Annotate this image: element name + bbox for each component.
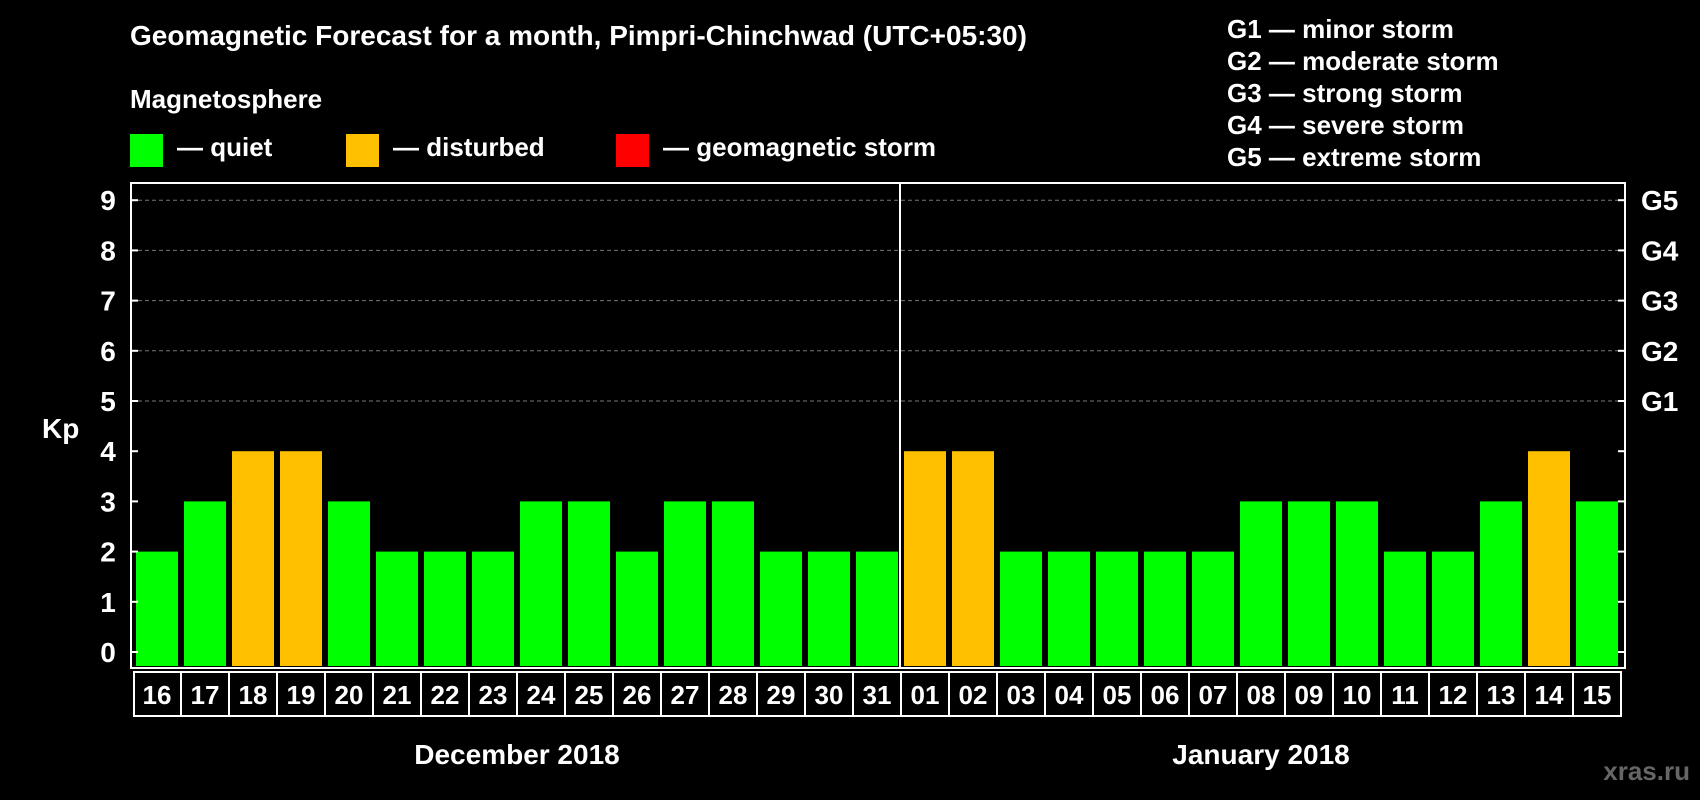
y-tick-label-8: 8 <box>100 235 116 266</box>
bar-18 <box>232 451 274 666</box>
x-tick-label-10: 10 <box>1343 680 1372 710</box>
bar-05 <box>1096 551 1138 666</box>
bar-08 <box>1240 501 1282 666</box>
x-tick-label-11: 11 <box>1391 680 1419 710</box>
plot-frame <box>130 182 1626 669</box>
bar-03 <box>1000 551 1042 666</box>
y-tick-label-9: 9 <box>100 185 116 216</box>
legend-label-storm: — geomagnetic storm <box>663 132 937 162</box>
x-tick-label-09: 09 <box>1295 680 1324 710</box>
bar-31 <box>856 551 898 666</box>
bar-06 <box>1144 551 1186 666</box>
month-label-1: January 2018 <box>1172 739 1349 770</box>
category-label-frame <box>133 671 1622 717</box>
bar-13 <box>1480 501 1522 666</box>
bar-16 <box>136 551 178 666</box>
watermark: xras.ru <box>1603 756 1690 786</box>
x-tick-label-13: 13 <box>1487 680 1516 710</box>
x-tick-label-01: 01 <box>911 680 940 710</box>
right-tick-label-G3: G3 <box>1641 286 1678 317</box>
x-tick-label-08: 08 <box>1247 680 1276 710</box>
bar-26 <box>616 551 658 666</box>
legend-label-disturbed: — disturbed <box>393 132 545 162</box>
legend-label-quiet: — quiet <box>177 132 273 162</box>
legend-swatch-disturbed <box>346 134 379 167</box>
y-tick-label-5: 5 <box>100 386 116 417</box>
bar-17 <box>184 501 226 666</box>
legend-swatch-quiet <box>130 134 163 167</box>
y-tick-label-0: 0 <box>100 637 116 668</box>
bar-30 <box>808 551 850 666</box>
bar-21 <box>376 551 418 666</box>
bar-01 <box>904 451 946 666</box>
x-tick-label-18: 18 <box>239 680 268 710</box>
x-tick-label-17: 17 <box>191 680 220 710</box>
y-tick-label-6: 6 <box>100 336 116 367</box>
bar-22 <box>424 551 466 666</box>
storm-level-g4: G4 — severe storm <box>1227 110 1465 140</box>
y-tick-label-1: 1 <box>100 587 116 618</box>
x-tick-label-24: 24 <box>527 680 556 710</box>
bar-24 <box>520 501 562 666</box>
x-tick-label-28: 28 <box>719 680 748 710</box>
y-axis-label: Kp <box>42 413 79 444</box>
month-label-0: December 2018 <box>414 739 619 770</box>
x-tick-label-23: 23 <box>479 680 508 710</box>
legend-heading: Magnetosphere <box>130 84 323 114</box>
x-tick-label-21: 21 <box>383 680 412 710</box>
right-tick-label-G4: G4 <box>1641 235 1679 266</box>
chart-title: Geomagnetic Forecast for a month, Pimpri… <box>130 20 1027 51</box>
bar-23 <box>472 551 514 666</box>
x-tick-label-15: 15 <box>1583 680 1612 710</box>
x-tick-label-05: 05 <box>1103 680 1132 710</box>
bar-25 <box>568 501 610 666</box>
bar-29 <box>760 551 802 666</box>
bar-04 <box>1048 551 1090 666</box>
storm-level-g5: G5 — extreme storm <box>1227 142 1482 172</box>
y-tick-label-7: 7 <box>100 286 116 317</box>
x-tick-label-07: 07 <box>1199 680 1228 710</box>
storm-level-g3: G3 — strong storm <box>1227 78 1463 108</box>
x-tick-label-29: 29 <box>767 680 796 710</box>
bar-15 <box>1576 501 1618 666</box>
x-tick-label-04: 04 <box>1055 680 1084 710</box>
y-tick-label-4: 4 <box>100 436 116 467</box>
bar-07 <box>1192 551 1234 666</box>
x-tick-label-25: 25 <box>575 680 604 710</box>
x-tick-label-26: 26 <box>623 680 652 710</box>
bar-19 <box>280 451 322 666</box>
x-tick-label-19: 19 <box>287 680 316 710</box>
y-tick-label-3: 3 <box>100 486 116 517</box>
x-tick-label-02: 02 <box>959 680 988 710</box>
bar-28 <box>712 501 754 666</box>
storm-level-g1: G1 — minor storm <box>1227 14 1454 44</box>
right-tick-label-G1: G1 <box>1641 386 1678 417</box>
y-tick-label-2: 2 <box>100 537 116 568</box>
right-tick-label-G2: G2 <box>1641 336 1678 367</box>
bar-11 <box>1384 551 1426 666</box>
x-tick-label-27: 27 <box>671 680 700 710</box>
bar-20 <box>328 501 370 666</box>
x-tick-label-20: 20 <box>335 680 364 710</box>
x-tick-label-14: 14 <box>1535 680 1564 710</box>
x-tick-label-03: 03 <box>1007 680 1036 710</box>
x-tick-label-31: 31 <box>863 680 892 710</box>
x-tick-label-30: 30 <box>815 680 844 710</box>
x-tick-label-22: 22 <box>431 680 460 710</box>
bar-09 <box>1288 501 1330 666</box>
right-tick-label-G5: G5 <box>1641 185 1678 216</box>
bar-27 <box>664 501 706 666</box>
bar-12 <box>1432 551 1474 666</box>
x-tick-label-12: 12 <box>1439 680 1468 710</box>
x-tick-label-06: 06 <box>1151 680 1180 710</box>
bar-10 <box>1336 501 1378 666</box>
storm-level-g2: G2 — moderate storm <box>1227 46 1499 76</box>
bar-14 <box>1528 451 1570 666</box>
legend-swatch-storm <box>616 134 649 167</box>
bar-02 <box>952 451 994 666</box>
x-tick-label-16: 16 <box>143 680 172 710</box>
